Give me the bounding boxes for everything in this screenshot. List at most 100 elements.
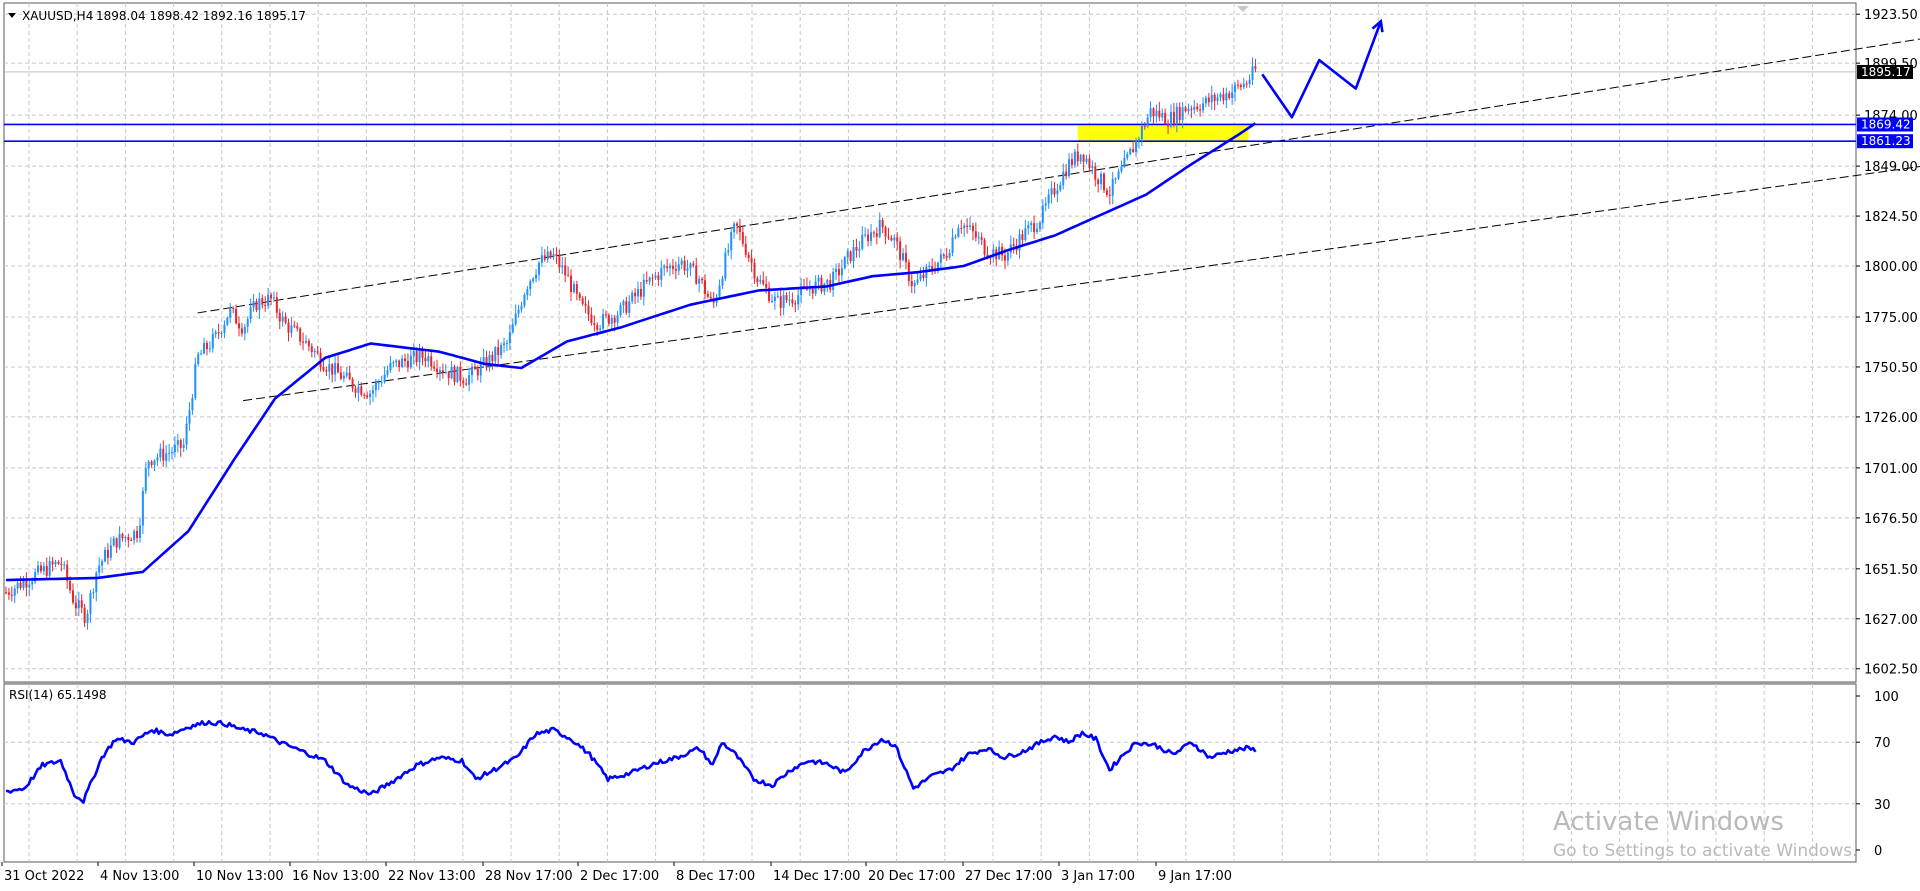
candle-body xyxy=(779,296,782,308)
time-tick-label: 20 Dec 17:00 xyxy=(868,869,955,884)
candle-body xyxy=(1210,94,1213,103)
candle-body xyxy=(304,340,307,343)
candle-body xyxy=(191,397,194,411)
forecast-path-line xyxy=(1261,20,1383,119)
candle-body xyxy=(1105,190,1108,195)
candle-body xyxy=(357,386,360,393)
candle-body xyxy=(1193,106,1196,110)
candle-body xyxy=(1097,179,1100,185)
candle-body xyxy=(730,232,733,251)
candle-body xyxy=(106,549,109,558)
last-price-tag-bg xyxy=(1857,64,1913,79)
rsi-line xyxy=(5,719,1257,804)
candle-body xyxy=(42,566,45,572)
candle-body xyxy=(902,252,905,261)
price-tick-label: 1651.50 xyxy=(1864,563,1918,578)
symbol-dropdown-icon[interactable] xyxy=(8,13,16,18)
candle-body xyxy=(249,307,252,320)
candle-body xyxy=(948,252,951,258)
candle-body xyxy=(980,237,983,240)
price-tick-label: 1849.00 xyxy=(1864,160,1918,175)
candle-body xyxy=(162,448,165,461)
candle-body xyxy=(363,394,366,396)
candle-body xyxy=(112,538,115,546)
candle-body xyxy=(1236,84,1239,86)
candle-body xyxy=(7,592,10,595)
time-tick-label: 4 Nov 13:00 xyxy=(100,869,179,884)
candle-body xyxy=(418,350,421,363)
candle-body xyxy=(179,440,182,448)
moving-average-layer xyxy=(5,122,1257,582)
candle-body xyxy=(555,254,558,256)
chart-shift-marker-icon[interactable] xyxy=(1237,6,1249,12)
candle-body xyxy=(1111,178,1114,196)
candle-body xyxy=(444,371,447,373)
trend-line-layer[interactable] xyxy=(197,32,1920,402)
candle-body xyxy=(1196,106,1199,110)
candle-body xyxy=(607,314,610,324)
candle-body xyxy=(16,582,19,589)
forecast-layer[interactable] xyxy=(1261,18,1384,119)
candle-body xyxy=(138,525,141,539)
candle-body xyxy=(109,545,112,558)
candle-body xyxy=(884,227,887,237)
candle-body xyxy=(51,561,54,565)
candle-body xyxy=(171,452,174,454)
candle-body xyxy=(867,234,870,242)
candle-body xyxy=(861,234,864,249)
candle-body xyxy=(1181,107,1184,121)
candle-body xyxy=(904,252,907,263)
candle-body xyxy=(899,241,902,261)
candle-body xyxy=(1068,159,1071,177)
candle-body xyxy=(1094,166,1097,180)
candle-body xyxy=(339,372,342,379)
candle-body xyxy=(960,227,963,229)
candle-body xyxy=(922,274,925,278)
candle-body xyxy=(92,592,95,594)
candle-body xyxy=(1062,171,1065,186)
candle-body xyxy=(832,271,835,290)
candle-body xyxy=(663,266,666,268)
candle-body xyxy=(450,367,453,379)
candle-body xyxy=(642,280,645,297)
candle-body xyxy=(284,316,287,323)
candle-body xyxy=(759,280,762,282)
candle-body xyxy=(270,294,273,299)
candle-body xyxy=(966,225,969,227)
candle-body xyxy=(724,252,727,279)
price-axis[interactable]: 1923.501899.501874.001849.001824.501800.… xyxy=(1856,8,1918,678)
candle-body xyxy=(1006,252,1009,261)
candle-body xyxy=(992,249,995,258)
candle-body xyxy=(1225,93,1228,101)
candle-body xyxy=(118,534,121,548)
price-tick-label: 1602.50 xyxy=(1864,663,1918,678)
candle-body xyxy=(936,262,939,272)
candle-body xyxy=(281,316,284,322)
rsi-pane-frame xyxy=(3,683,1857,863)
candle-body xyxy=(942,254,945,256)
candle-body xyxy=(954,236,957,238)
candle-body xyxy=(168,452,171,454)
candle-body xyxy=(1161,113,1164,118)
candle-body xyxy=(983,239,986,255)
horizontal-line-layer[interactable] xyxy=(4,123,1856,142)
candle-body xyxy=(1053,188,1056,195)
candle-body xyxy=(337,363,340,373)
last-price-tag: 1895.17 xyxy=(1861,65,1911,79)
candle-body xyxy=(797,295,800,305)
candle-body xyxy=(470,366,473,376)
time-tick-label: 28 Nov 17:00 xyxy=(485,869,573,884)
candle-body xyxy=(223,324,226,334)
candle-body xyxy=(22,580,25,588)
candle-body xyxy=(1070,159,1073,165)
candle-body xyxy=(1082,154,1085,162)
candle-body xyxy=(436,368,439,373)
candle-body xyxy=(203,343,206,354)
candle-body xyxy=(1012,244,1015,247)
time-axis[interactable]: 31 Oct 2022 4 Nov 13:00 10 Nov 13:00 16 Nov… xyxy=(1,862,1232,884)
candle-body xyxy=(1239,85,1242,88)
candle-body xyxy=(1036,228,1039,233)
candle-body xyxy=(1213,94,1216,101)
